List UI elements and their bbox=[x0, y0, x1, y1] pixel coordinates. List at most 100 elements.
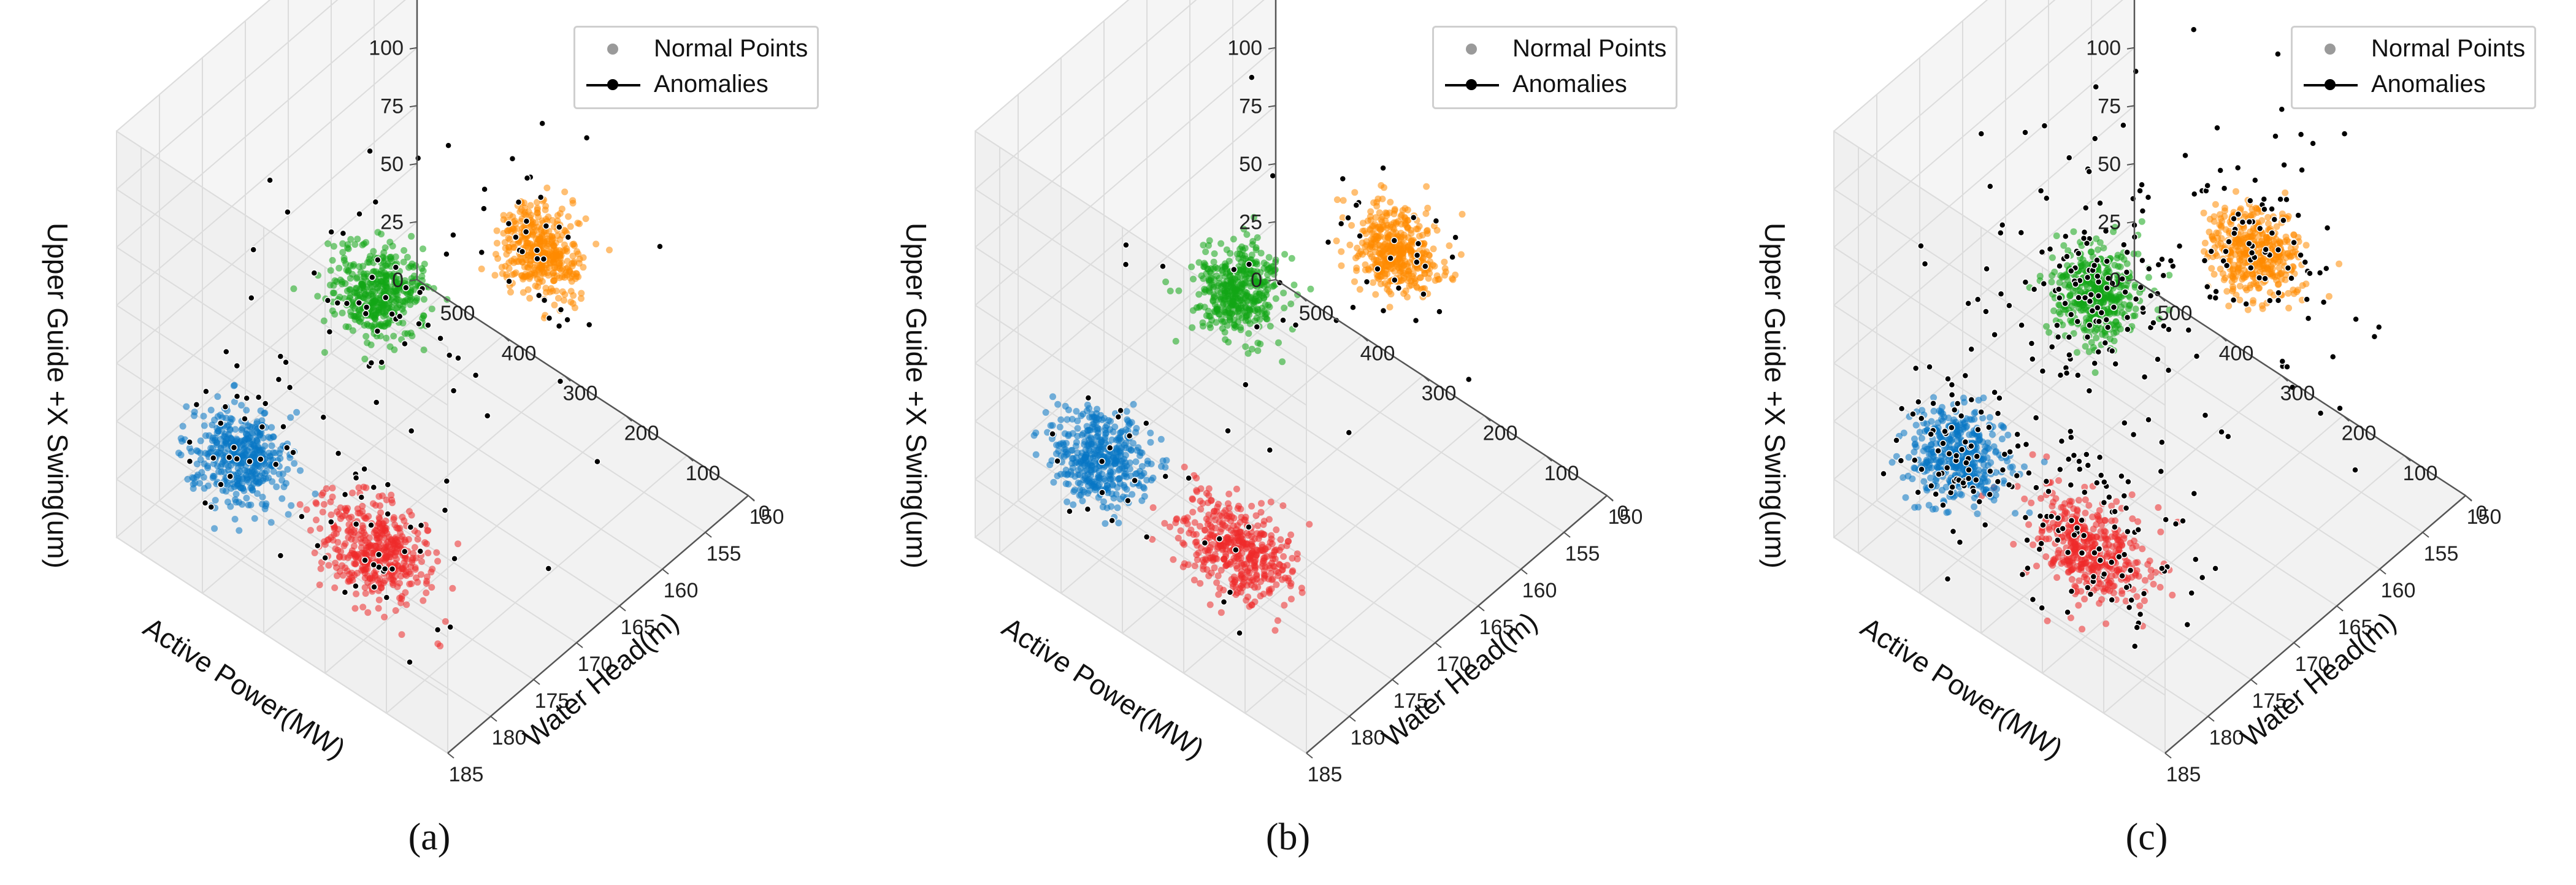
anomaly-point bbox=[328, 228, 335, 236]
normal-point-red bbox=[2053, 574, 2061, 581]
normal-point-orange bbox=[2285, 289, 2292, 297]
normal-point-orange bbox=[1423, 183, 1430, 190]
normal-point-blue bbox=[1106, 426, 1114, 433]
normal-point-orange bbox=[2265, 220, 2272, 228]
anomaly-point bbox=[1337, 220, 1345, 228]
normal-point-blue bbox=[193, 461, 201, 467]
anomaly-point bbox=[233, 362, 241, 370]
anomaly-point bbox=[1124, 497, 1132, 505]
normal-point-blue bbox=[1974, 510, 1981, 518]
normal-point-orange bbox=[542, 206, 549, 213]
normal-point-red bbox=[1252, 564, 1259, 572]
anomaly-point bbox=[416, 289, 424, 296]
normal-point-orange bbox=[502, 262, 509, 270]
normal-point-orange bbox=[576, 220, 583, 228]
normal-point-red bbox=[381, 613, 388, 621]
anomaly-point bbox=[556, 223, 563, 231]
normal-point-blue bbox=[1159, 457, 1167, 464]
normal-point-orange bbox=[578, 295, 585, 302]
y-tick-label: 180 bbox=[492, 726, 527, 749]
x-tick-mark bbox=[502, 335, 510, 342]
normal-point-blue bbox=[224, 499, 231, 505]
normal-point-orange bbox=[569, 199, 577, 207]
anomaly-point bbox=[414, 155, 422, 162]
grid-line bbox=[116, 163, 418, 422]
normal-point-orange bbox=[1333, 237, 1340, 245]
anomaly-point bbox=[450, 231, 457, 239]
normal-point-orange bbox=[1397, 269, 1404, 276]
normal-point-blue bbox=[214, 393, 221, 400]
anomaly-point bbox=[298, 513, 305, 521]
normal-point-red bbox=[2104, 581, 2112, 589]
normal-point-orange bbox=[2244, 306, 2252, 313]
normal-point-red bbox=[1217, 543, 1224, 550]
normal-point-green bbox=[1238, 302, 1245, 309]
normal-point-orange bbox=[1333, 196, 1341, 204]
normal-point-blue bbox=[1100, 498, 1107, 505]
normal-point-green bbox=[353, 275, 361, 282]
anomaly-point bbox=[1098, 489, 1106, 496]
normal-point-orange bbox=[551, 277, 558, 284]
normal-point-green bbox=[378, 231, 385, 238]
normal-point-blue bbox=[197, 437, 204, 445]
normal-point-red bbox=[1219, 521, 1226, 528]
anomaly-point bbox=[272, 461, 280, 469]
normal-point-red bbox=[2055, 477, 2062, 484]
normal-point-green bbox=[1207, 277, 1214, 284]
normal-point-green bbox=[1221, 289, 1229, 296]
x-tick-label: 0 bbox=[759, 502, 770, 525]
normal-point-red bbox=[331, 584, 339, 591]
legend: Normal Points Anomalies bbox=[1432, 26, 1677, 109]
grid-line bbox=[975, 47, 1276, 306]
normal-point-green bbox=[1211, 301, 1219, 308]
normal-point-orange bbox=[493, 240, 500, 247]
anomaly-point bbox=[535, 292, 543, 299]
normal-point-blue bbox=[1070, 501, 1077, 508]
normal-point-orange bbox=[1374, 195, 1382, 202]
normal-point-blue bbox=[273, 483, 280, 491]
normal-point-green bbox=[389, 288, 397, 295]
grid-line bbox=[975, 421, 1307, 638]
normal-point-red bbox=[345, 521, 353, 528]
normal-point-red bbox=[307, 527, 314, 534]
normal-point-blue bbox=[1055, 447, 1062, 454]
normal-point-orange bbox=[478, 266, 485, 272]
y-tick-label: 185 bbox=[449, 763, 484, 786]
normal-point-red bbox=[1278, 576, 1286, 583]
normal-point-red bbox=[1274, 617, 1281, 624]
normal-point-orange bbox=[2238, 256, 2245, 263]
anomaly-point bbox=[1379, 307, 1387, 315]
normal-point-red bbox=[2071, 548, 2077, 556]
normal-point-orange bbox=[1365, 266, 1372, 272]
normal-point-red bbox=[1270, 562, 1277, 570]
normal-point-green bbox=[383, 334, 390, 342]
grid-line bbox=[2103, 455, 2405, 714]
normal-point-red bbox=[2122, 597, 2129, 605]
normal-point-red bbox=[429, 565, 436, 573]
z-tick-mark bbox=[1268, 279, 1276, 282]
grid-line bbox=[1833, 105, 2135, 364]
normal-point-red bbox=[1183, 517, 1189, 524]
y-tick-mark bbox=[576, 642, 583, 648]
normal-point-orange bbox=[2266, 242, 2274, 249]
grid-line bbox=[159, 500, 491, 717]
anomaly-point bbox=[1108, 516, 1116, 524]
normal-point-green bbox=[1214, 287, 1221, 294]
normal-point-red bbox=[353, 590, 360, 597]
normal-point-orange bbox=[527, 202, 534, 209]
y-tick-label: 155 bbox=[707, 542, 742, 565]
normal-point-orange bbox=[1383, 210, 1390, 217]
anomaly-point bbox=[277, 552, 285, 559]
normal-point-red bbox=[1277, 536, 1284, 543]
normal-point-orange bbox=[2228, 220, 2235, 228]
normal-point-red bbox=[2136, 602, 2144, 610]
y-tick-mark bbox=[447, 753, 454, 759]
anomaly-point bbox=[1436, 308, 1443, 315]
normal-point-orange bbox=[1387, 199, 1394, 206]
normal-point-red bbox=[325, 562, 332, 569]
normal-point-red bbox=[1287, 531, 1295, 538]
normal-point-red bbox=[2118, 542, 2126, 549]
anomaly-point bbox=[383, 594, 391, 602]
normal-point-orange bbox=[1375, 275, 1382, 283]
normal-point-blue bbox=[1086, 405, 1093, 412]
